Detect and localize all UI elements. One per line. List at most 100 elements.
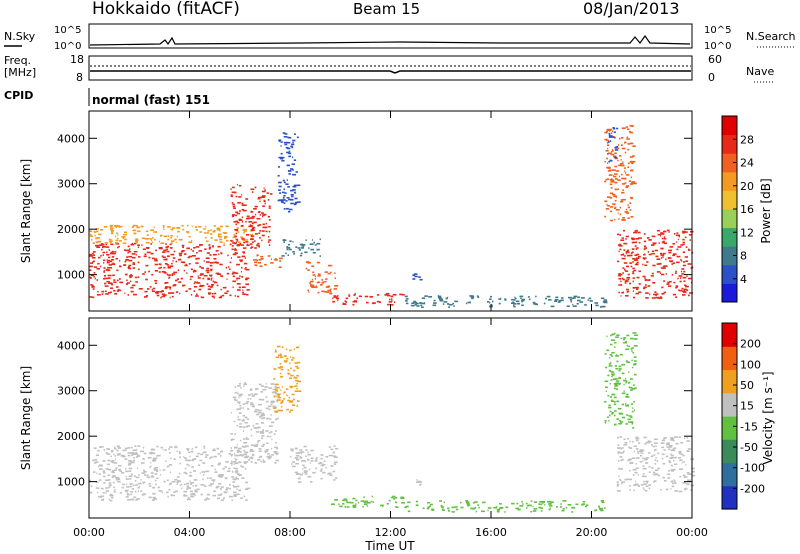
velocity-scatter-cell [666, 446, 670, 448]
power-scatter-cell [262, 215, 264, 218]
power-scatter-cell [647, 279, 651, 281]
velocity-scatter-cell [654, 450, 656, 452]
velocity-scatter-cell [291, 393, 295, 396]
power-scatter-cell [410, 304, 415, 307]
velocity-scatter-cell [237, 392, 239, 395]
power-scatter-cell [114, 242, 119, 244]
velocity-scatter-cell [115, 476, 119, 479]
power-scatter-cell [219, 263, 223, 266]
velocity-scatter-cell [609, 382, 611, 385]
power-scatter-cell [572, 303, 574, 306]
power-scatter-cell [171, 274, 174, 277]
velocity-scatter-cell [280, 389, 282, 391]
velocity-scatter-cell [533, 508, 538, 510]
velocity-scatter-cell [494, 506, 497, 509]
power-scatter-cell [206, 232, 209, 234]
velocity-scatter-cell [169, 482, 172, 485]
power-scatter-cell [209, 286, 213, 288]
velocity-scatter-cell [162, 469, 166, 471]
power-scatter-cell [606, 139, 609, 142]
velocity-scatter-cell [250, 403, 255, 406]
velocity-scatter-cell [294, 471, 298, 474]
velocity-scatter-cell [297, 380, 301, 383]
power-scatter-cell [614, 173, 618, 175]
velocity-scatter-cell [631, 366, 634, 369]
velocity-scatter-cell [268, 387, 272, 389]
power-scatter-cell [138, 288, 143, 290]
power-scatter-cell [511, 298, 514, 301]
power-scatter-cell [607, 196, 611, 198]
power-scatter-cell [680, 277, 682, 279]
power-scatter-cell [287, 141, 291, 144]
velocity-scatter-cell [614, 414, 616, 417]
velocity-scatter-cell [316, 457, 318, 459]
velocity-scatter-cell [190, 493, 193, 496]
velocity-scatter-cell [94, 462, 97, 464]
velocity-scatter-cell [615, 336, 619, 338]
power-scatter-cell [633, 269, 637, 272]
velocity-scatter-cell [295, 452, 300, 454]
power-scatter-cell [279, 260, 282, 262]
power-scatter-cell [573, 297, 576, 299]
power-scatter-cell [378, 301, 381, 303]
velocity-scatter-cell [299, 476, 301, 479]
velocity-scatter-cell [448, 510, 451, 512]
velocity-scatter-cell [370, 500, 373, 503]
power-scatter-cell [264, 263, 267, 266]
power-scatter-cell [220, 225, 224, 228]
power-scatter-cell [621, 127, 626, 129]
velocity-scatter-cell [614, 346, 616, 348]
power-scatter-cell [295, 246, 298, 248]
velocity-scatter-cell [439, 500, 442, 502]
power-scatter-cell [620, 144, 623, 146]
power-scatter-cell [151, 241, 153, 244]
velocity-scatter-cell [247, 408, 250, 410]
velocity-scatter-cell [115, 467, 118, 469]
power-scatter-cell [618, 274, 621, 277]
power-scatter-cell [629, 202, 632, 204]
power-scatter-cell [624, 167, 626, 169]
power-scatter-cell [160, 266, 163, 269]
velocity-scatter-cell [640, 452, 642, 454]
power-scatter-cell [232, 203, 235, 206]
power-scatter-cell [629, 282, 631, 285]
velocity-scatter-cell [429, 505, 431, 508]
velocity-scatter-cell [562, 508, 565, 510]
velocity-scatter-cell [682, 482, 686, 484]
power-scatter-cell [128, 275, 133, 277]
velocity-scatter-cell [671, 485, 675, 488]
velocity-scatter-cell [690, 489, 693, 491]
velocity-scatter-cell [624, 442, 628, 444]
power-colorbar-segment [722, 209, 737, 229]
velocity-ytick-label: 3000 [57, 385, 85, 398]
velocity-scatter-cell [276, 447, 279, 450]
velocity-scatter-cell [466, 503, 469, 505]
power-scatter-cell [317, 275, 321, 277]
velocity-scatter-cell [234, 392, 237, 394]
velocity-scatter-cell [177, 480, 182, 483]
power-scatter-cell [643, 286, 647, 288]
velocity-scatter-cell [97, 491, 99, 494]
velocity-scatter-cell [185, 472, 188, 475]
velocity-scatter-cell [625, 360, 628, 362]
velocity-scatter-cell [618, 413, 621, 415]
velocity-scatter-cell [300, 452, 303, 454]
power-scatter-cell [92, 296, 95, 299]
velocity-colorbar-tick-label: 100 [740, 358, 761, 371]
power-scatter-cell [414, 275, 418, 278]
velocity-scatter-cell [143, 469, 145, 472]
velocity-scatter-cell [611, 413, 614, 415]
power-scatter-cell [682, 294, 686, 296]
power-scatter-cell [243, 209, 247, 212]
power-scatter-cell [163, 249, 167, 252]
power-scatter-cell [421, 306, 424, 308]
power-scatter-cell [676, 232, 679, 234]
power-scatter-cell [418, 276, 421, 278]
velocity-scatter-cell [221, 475, 224, 477]
power-scatter-cell [257, 242, 260, 245]
velocity-scatter-cell [275, 383, 279, 386]
power-scatter-cell [428, 296, 433, 298]
power-scatter-cell [677, 246, 682, 248]
